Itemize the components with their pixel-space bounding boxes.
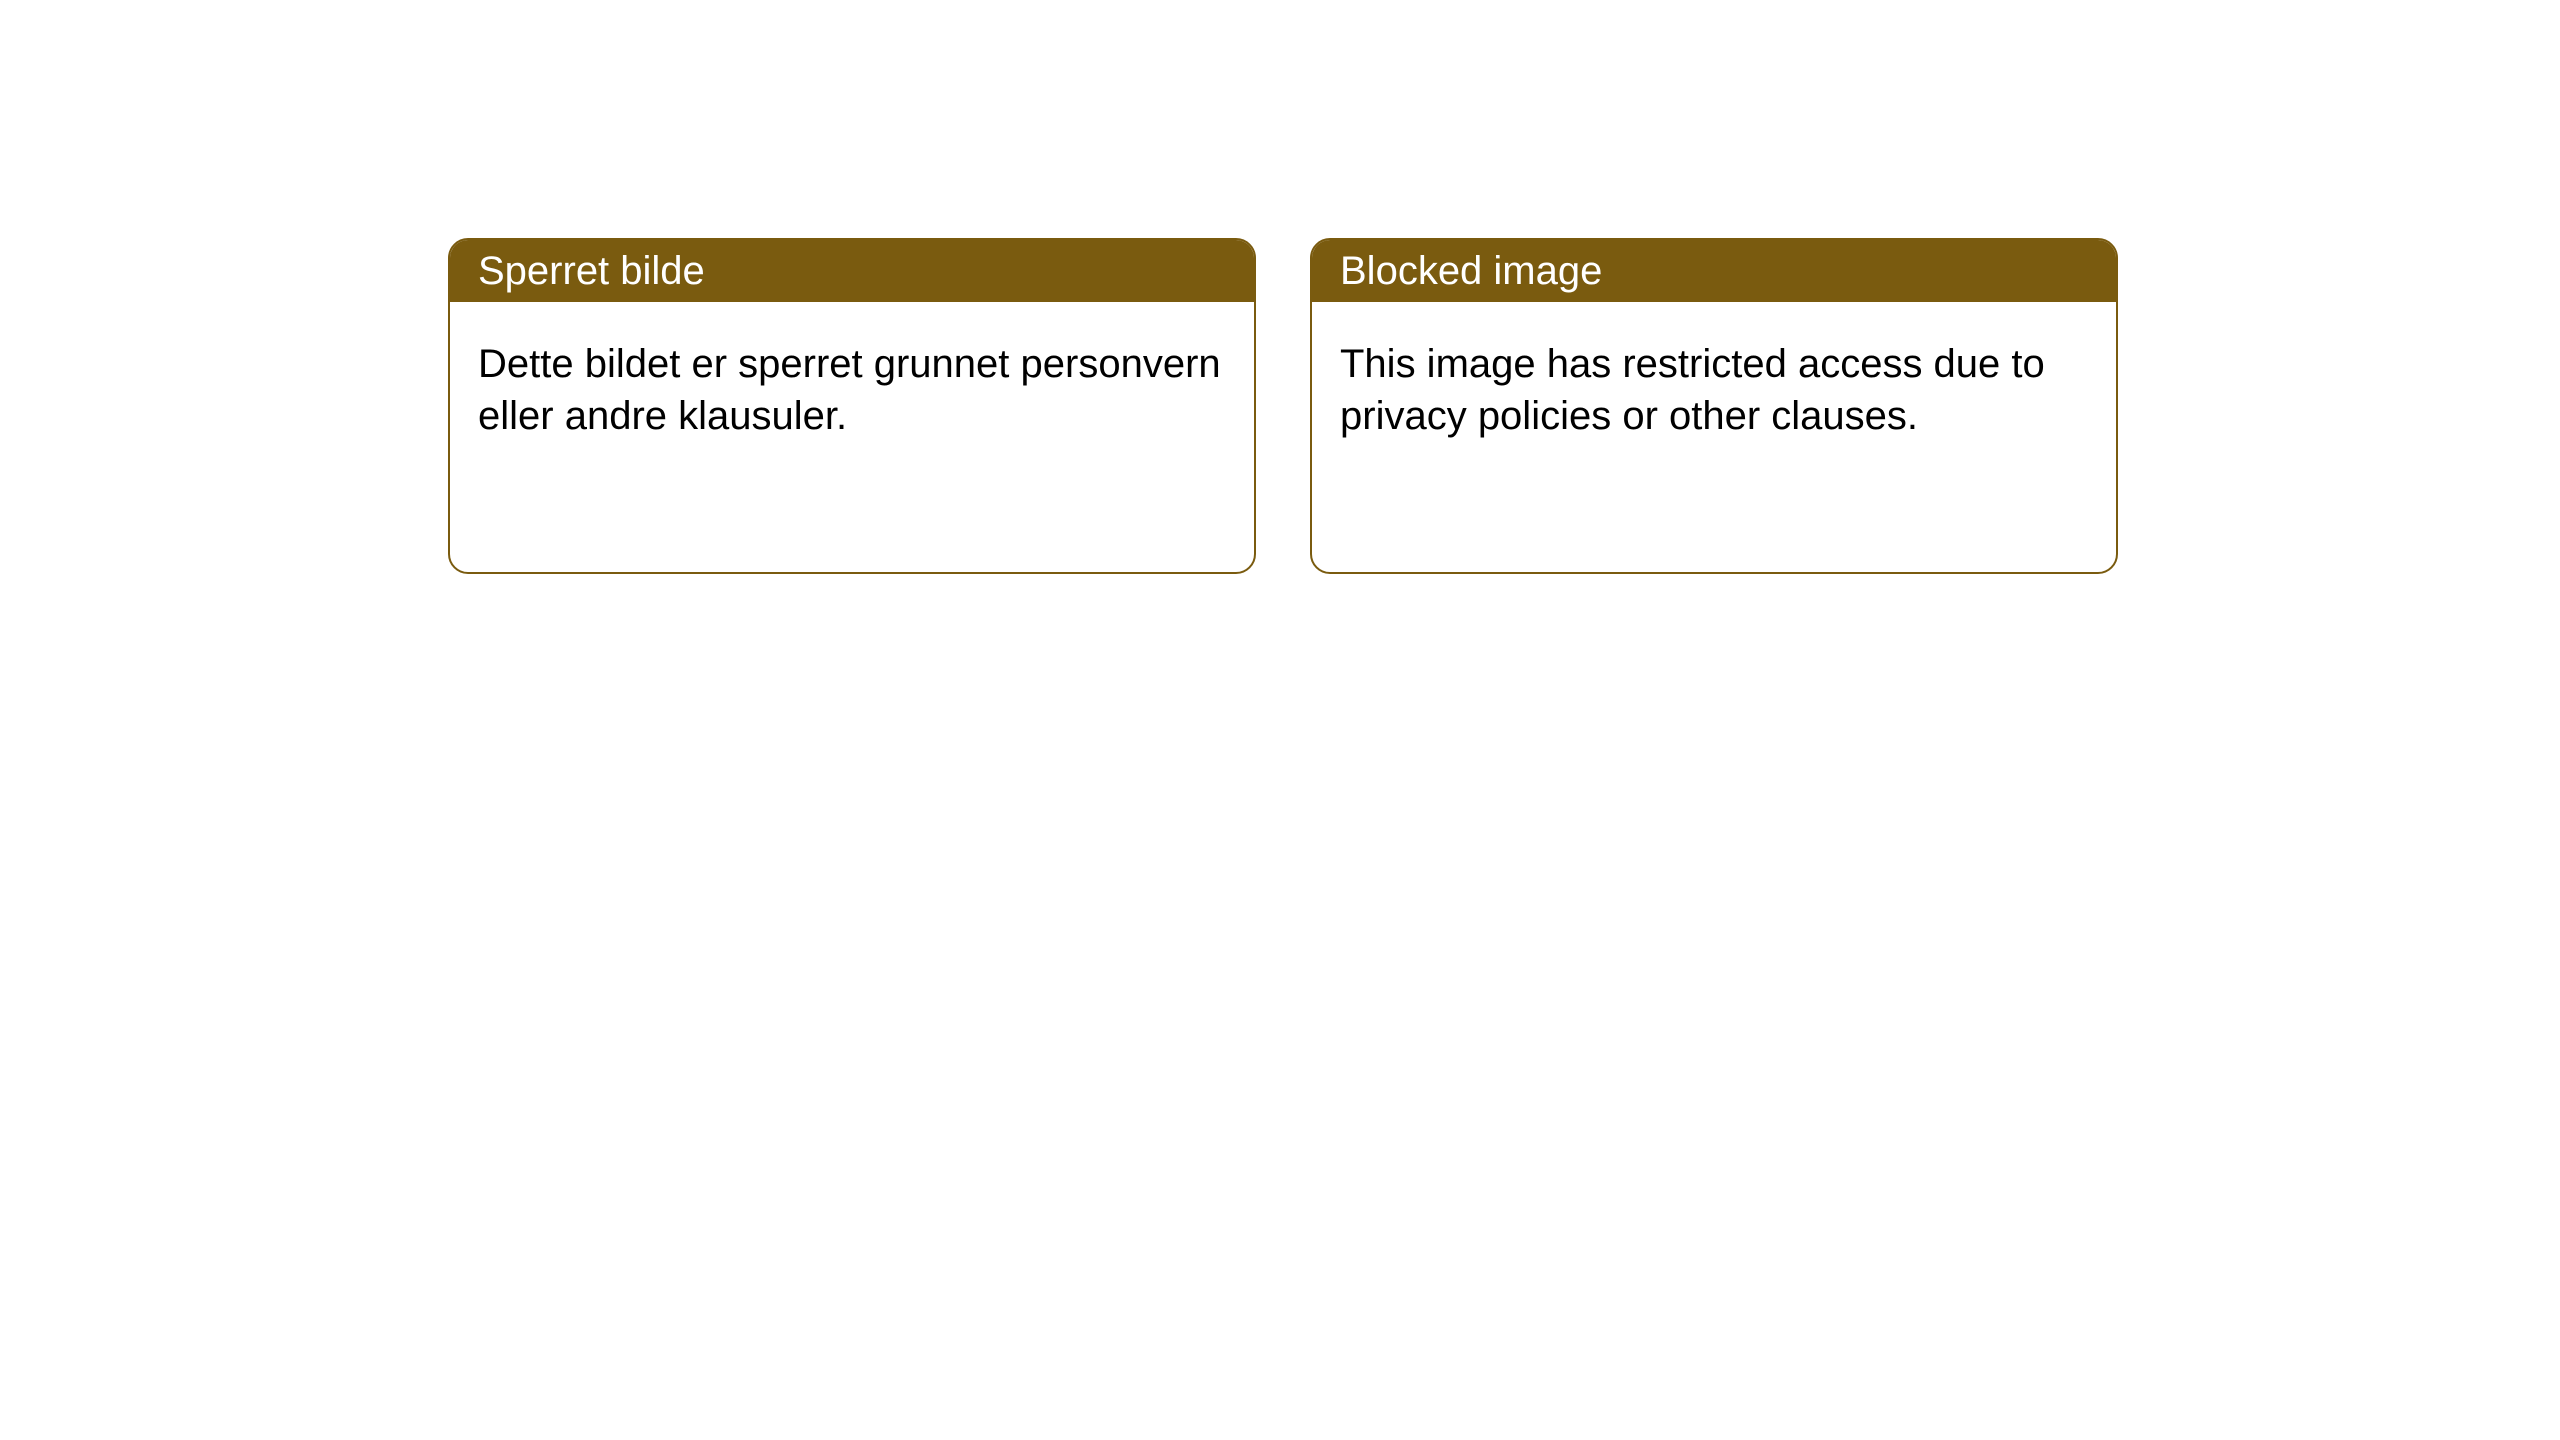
notice-body: Dette bildet er sperret grunnet personve… bbox=[450, 302, 1254, 478]
notice-container: Sperret bilde Dette bildet er sperret gr… bbox=[0, 0, 2560, 574]
notice-card-norwegian: Sperret bilde Dette bildet er sperret gr… bbox=[448, 238, 1256, 574]
notice-body-text: This image has restricted access due to … bbox=[1340, 342, 2045, 438]
notice-header: Blocked image bbox=[1312, 240, 2116, 302]
notice-title: Sperret bilde bbox=[478, 249, 705, 294]
notice-card-english: Blocked image This image has restricted … bbox=[1310, 238, 2118, 574]
notice-body: This image has restricted access due to … bbox=[1312, 302, 2116, 478]
notice-header: Sperret bilde bbox=[450, 240, 1254, 302]
notice-title: Blocked image bbox=[1340, 249, 1602, 294]
notice-body-text: Dette bildet er sperret grunnet personve… bbox=[478, 342, 1221, 438]
